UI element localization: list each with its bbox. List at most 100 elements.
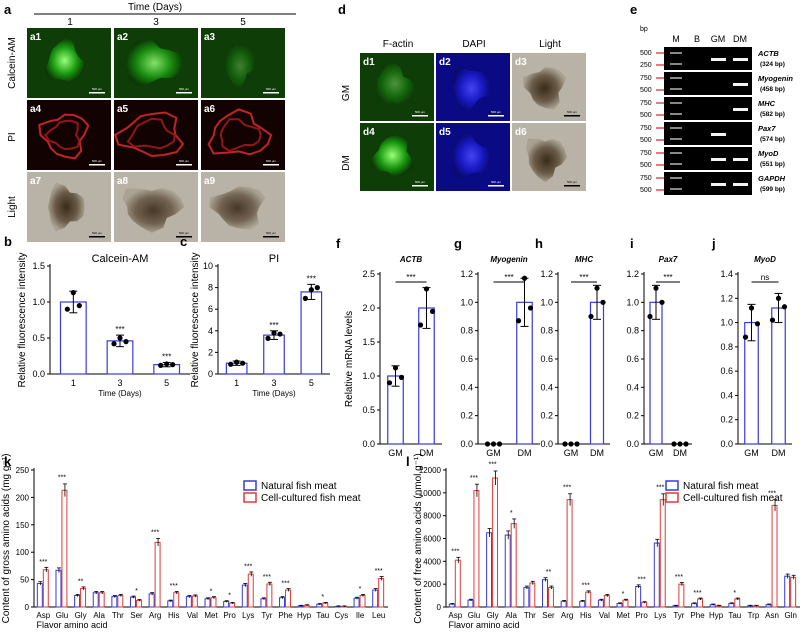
gel-strip	[664, 97, 752, 120]
bar-natural	[92, 592, 99, 608]
col-label-dapi: DAPI	[462, 39, 485, 50]
scale-bar-label: 500 μm	[415, 180, 426, 184]
sig-marker: ***	[504, 273, 513, 282]
data-point	[769, 317, 776, 323]
scale-bar-label: 500 μm	[415, 110, 426, 114]
bp-label: bp	[640, 26, 648, 33]
tissue-inner	[219, 118, 262, 153]
ladder-band	[670, 127, 682, 129]
bar-natural	[55, 569, 62, 608]
time-header: Time (Days)	[128, 2, 182, 13]
chart-j: j 0.0 0.2 0.4 0.6 0.8 1.0 1.2 1.4 MyoD GM DM ns	[711, 236, 792, 458]
bar-cultured	[752, 605, 759, 608]
data-point	[742, 334, 749, 340]
data-point	[308, 287, 314, 293]
micrograph-label: d4	[363, 127, 375, 138]
micrograph-label: d1	[363, 57, 375, 68]
legend-label: Cell-cultured fish meat	[683, 493, 783, 504]
bar-cultured	[359, 594, 366, 608]
bar-natural	[372, 589, 379, 608]
day-label-1: 1	[67, 17, 73, 28]
scale-bar	[89, 92, 105, 94]
gene-name: MyoD	[758, 149, 779, 158]
tissue-inner	[126, 117, 176, 150]
scale-bar-label: 500 μm	[567, 110, 578, 114]
gel-strip	[664, 122, 752, 145]
bar-natural	[784, 575, 791, 608]
scale-bar	[176, 164, 192, 166]
data-point	[398, 374, 405, 380]
y-tick-label: 200	[16, 493, 30, 502]
band-gm	[711, 58, 726, 61]
x-tick-label: Ser	[542, 611, 555, 620]
x-tick-label: Val	[599, 611, 610, 620]
data-point	[588, 313, 594, 320]
y-tick-label: 1.2	[460, 269, 473, 279]
bar-natural	[504, 534, 511, 608]
row-label-calcein: Calcein-AM	[7, 37, 18, 89]
x-tick-label: Ser	[130, 611, 143, 620]
x-tick-label: Thr	[112, 611, 124, 620]
y-tick-label: 1.0	[32, 297, 45, 307]
micrograph-d3: d3 500 μm	[512, 53, 586, 121]
data-point	[158, 362, 164, 368]
bar-cultured	[547, 587, 554, 608]
micrograph-label: d3	[515, 57, 527, 68]
data-point	[574, 441, 580, 447]
ladder-band	[670, 163, 682, 165]
bar-cultured	[585, 591, 592, 608]
micrograph-a6: a6 500 μm	[201, 100, 285, 170]
tissue-blob	[44, 38, 86, 83]
chart-title: Myogenin	[490, 255, 527, 264]
sig-marker: ***	[307, 274, 316, 283]
bar	[263, 334, 285, 375]
ladder-band	[670, 177, 682, 179]
x-note: Flavor amino acid	[448, 620, 519, 630]
bar-cultured	[285, 589, 291, 608]
band-dm	[733, 183, 748, 186]
tissue-blob	[224, 43, 256, 90]
y-tick-label: 0.0	[460, 439, 473, 449]
data-point	[568, 441, 574, 447]
y-tick-label: 12000	[419, 466, 442, 475]
y-tick-label: 8000	[423, 512, 441, 521]
bar-cultured	[42, 569, 49, 608]
x-tick-label: Tau	[316, 611, 329, 620]
bar-natural	[353, 597, 360, 608]
y-tick-label: 4000	[423, 557, 441, 566]
data-point	[111, 341, 117, 347]
sig-marker: ***	[675, 574, 683, 581]
data-point	[600, 299, 606, 305]
marker-upper: 500	[640, 50, 652, 57]
x-tick-label: Tyr	[673, 611, 684, 620]
data-point	[429, 308, 436, 314]
sig-marker: ***	[39, 559, 47, 566]
lane-gm: GM	[711, 34, 726, 44]
y-tick-label: 150	[16, 521, 30, 530]
x-tick-label: His	[168, 611, 180, 620]
ladder-band	[670, 52, 682, 54]
bar-natural	[765, 604, 772, 608]
x-tick-label: Gly	[75, 611, 87, 620]
x-tick-label: 3	[271, 378, 276, 388]
x-tick-label: Hyp	[709, 611, 724, 620]
bar-cultured	[61, 489, 68, 608]
gene-size: (458 bp)	[760, 86, 785, 93]
bar	[59, 301, 87, 375]
y-tick-label: 1.0	[460, 297, 473, 307]
data-point	[748, 305, 755, 311]
y-tick-label: 0.4	[720, 390, 733, 400]
scale-bar-label: 500 μm	[179, 87, 190, 91]
y-tick-label: 0.2	[626, 411, 639, 421]
bar-cultured	[454, 559, 461, 608]
micrograph-label: d5	[439, 127, 451, 138]
data-point	[484, 441, 491, 447]
y-tick-label: 1.0	[720, 318, 733, 328]
x-tick-label: Phe	[690, 611, 705, 620]
gel-strip	[664, 72, 752, 95]
bar-cultured	[340, 605, 347, 608]
lane-dm: DM	[733, 34, 747, 44]
scale-bar	[488, 115, 504, 117]
x-tick-label: Pro	[635, 611, 648, 620]
y-axis-label: Content of free amino acids (nmol g⁻¹)	[413, 453, 424, 623]
